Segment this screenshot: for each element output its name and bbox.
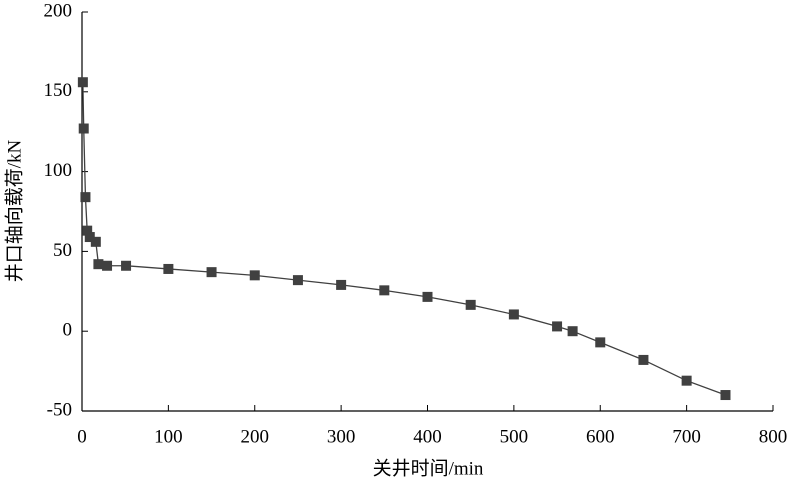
- marker: [552, 321, 563, 332]
- marker: [93, 259, 104, 270]
- marker: [78, 123, 89, 134]
- y-tick-label: 200: [44, 0, 73, 21]
- marker: [77, 77, 88, 88]
- marker: [379, 285, 390, 296]
- y-tick-label: 100: [44, 160, 73, 181]
- marker: [422, 291, 433, 302]
- marker: [84, 232, 95, 243]
- x-tick-label: 800: [759, 426, 788, 447]
- marker: [121, 260, 132, 271]
- x-tick-label: 500: [500, 426, 529, 447]
- x-axis-title: 关井时间/min: [373, 457, 484, 479]
- y-tick-label: 50: [53, 240, 72, 261]
- data-line: [82, 82, 726, 396]
- marker: [465, 299, 476, 310]
- x-tick-label: 700: [672, 426, 701, 447]
- marker: [638, 354, 649, 365]
- marker: [249, 270, 260, 281]
- x-tick-label: 200: [241, 426, 270, 447]
- marker: [508, 309, 519, 320]
- marker: [82, 225, 93, 236]
- marker: [336, 279, 347, 290]
- marker: [80, 192, 91, 203]
- marker: [163, 263, 174, 274]
- marker: [681, 375, 692, 386]
- marker: [102, 260, 113, 271]
- marker: [595, 337, 606, 348]
- marker: [567, 326, 578, 337]
- marker: [720, 390, 731, 401]
- x-tick-label: 600: [586, 426, 615, 447]
- x-tick-label: 300: [327, 426, 356, 447]
- x-tick-label: 100: [154, 426, 183, 447]
- x-tick-label: 0: [77, 426, 87, 447]
- y-axis-title: 井口轴向载荷/kN: [3, 139, 25, 282]
- marker: [90, 236, 101, 247]
- x-tick-label: 400: [413, 426, 442, 447]
- marker: [292, 275, 303, 286]
- y-tick-label: 0: [63, 320, 73, 341]
- y-tick-label: 150: [44, 80, 73, 101]
- marker: [206, 267, 217, 278]
- y-tick-label: -50: [47, 399, 72, 420]
